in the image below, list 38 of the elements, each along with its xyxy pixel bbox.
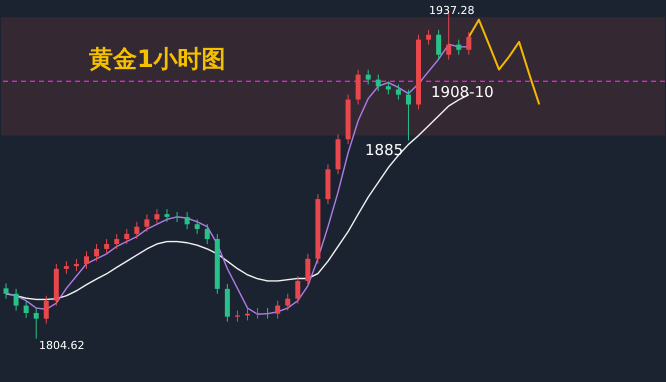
candlestick — [94, 243, 100, 262]
candlestick — [305, 253, 310, 286]
candlestick — [426, 29, 432, 46]
annotation: 1937.28 — [429, 4, 474, 17]
candlestick — [84, 250, 90, 270]
annotation: 1885 — [365, 141, 404, 159]
candlestick — [64, 260, 69, 274]
candlestick — [34, 308, 39, 340]
candlestick — [295, 276, 300, 304]
annotation: 1908-10 — [431, 83, 494, 101]
candlestick — [466, 32, 472, 56]
candlestick — [406, 89, 411, 141]
candlestick — [436, 29, 442, 60]
candlestick — [366, 69, 371, 86]
candlestick — [144, 214, 150, 232]
candlestick — [44, 295, 49, 324]
candlestick — [376, 74, 381, 92]
candlestick — [396, 84, 401, 100]
candlestick — [164, 208, 170, 222]
candlestick — [456, 39, 462, 56]
candlestick — [14, 288, 19, 312]
candlestick — [24, 300, 29, 318]
candlestick — [194, 218, 200, 234]
candlestick — [285, 293, 290, 312]
candlestick — [134, 221, 140, 240]
candlestick — [204, 224, 210, 244]
candlestick — [114, 234, 120, 250]
annotation: 1804.62 — [39, 339, 84, 352]
candlestick — [154, 208, 160, 225]
candlestick — [4, 282, 9, 300]
text: 黄金1小时图 — [88, 45, 226, 73]
candlestick — [184, 212, 190, 230]
candlestick — [275, 300, 280, 320]
candlestick — [104, 238, 110, 254]
candlestick — [74, 258, 79, 272]
candlestick — [244, 308, 250, 321]
candlestick — [386, 80, 391, 95]
candlestick — [124, 228, 130, 244]
